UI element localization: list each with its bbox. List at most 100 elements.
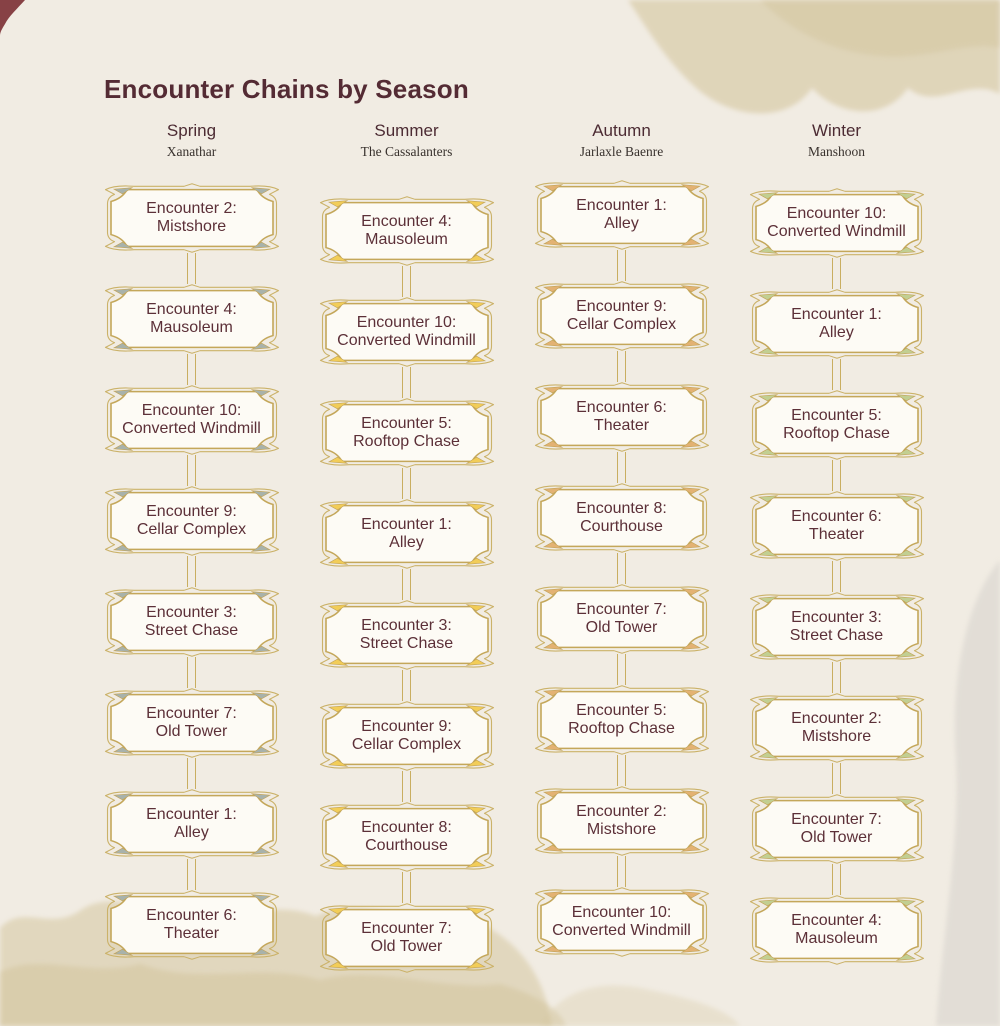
scroll-frame-ornament [104,183,279,253]
scroll-frame-ornament [319,499,494,569]
season-header: Summer The Cassalanters [361,112,453,174]
encounter-number: Encounter 5: [361,414,452,432]
corner-accent [757,697,778,705]
encounter-location: Rooftop Chase [353,433,460,450]
encounter-node: Encounter 9: Cellar Complex [533,281,711,351]
season-header: Autumn Jarlaxle Baenre [580,112,664,174]
corner-accent [465,254,486,262]
corner-accent [680,487,701,495]
corner-accent [542,790,563,798]
encounter-number: Encounter 4: [791,911,882,929]
corner-accent [112,894,133,902]
chain-connector [617,856,626,887]
chain-connector [187,253,196,284]
corner-accent [465,604,486,612]
encounter-number: Encounter 5: [576,701,667,719]
scroll-frame-ornament [534,685,709,755]
chain-connector [402,367,411,398]
corner-accent [542,743,563,751]
corner-accent [465,961,486,969]
corner-accent [757,852,778,860]
corner-accent [757,394,778,402]
corner-accent [327,860,348,868]
corner-accent [112,342,133,350]
encounter-number: Encounter 10: [356,313,457,331]
corner-accent [250,187,271,195]
corner-accent [680,844,701,852]
corner-accent [465,503,486,511]
encounter-node: Encounter 10: Converted Windmill [748,188,926,258]
corner-accent [112,187,133,195]
corner-accent [680,945,701,953]
corner-accent [680,689,701,697]
encounter-location: Street Chase [144,622,239,639]
encounter-node: Encounter 3: Street Chase [318,600,496,670]
encounter-number: Encounter 3: [361,616,452,634]
encounter-number: Encounter 9: [576,297,667,315]
scroll-frame-ornament [534,584,709,654]
corner-accent [112,241,133,249]
corner-accent [680,743,701,751]
stain-bottom-left-dark [0,964,566,1026]
season-villain: Manshoon [808,144,865,159]
chain-connector [617,250,626,281]
corner-accent [250,746,271,754]
encounter-label: Encounter 7: Old Tower [146,696,237,750]
season-header: Winter Manshoon [808,112,865,174]
corner-accent [680,588,701,596]
encounter-node: Encounter 1: Alley [533,180,711,250]
encounter-label: Encounter 1: Alley [361,507,452,561]
scroll-frame-ornament [749,491,924,561]
encounter-node: Encounter 9: Cellar Complex [103,486,281,556]
encounter-location: Mistshore [586,821,657,838]
corner-accent [895,899,916,907]
corner-accent [112,645,133,653]
corner-accent [680,184,701,192]
encounter-number: Encounter 8: [361,818,452,836]
encounter-label: Encounter 2: Mistshore [146,191,237,245]
encounter-location: Converted Windmill [552,922,691,939]
corner-accent [542,588,563,596]
encounter-label: Encounter 1: Alley [791,297,882,351]
corner-accent [757,596,778,604]
corner-accent [895,751,916,759]
corner-accent [757,293,778,301]
encounter-number: Encounter 10: [786,204,887,222]
corner-accent [327,254,348,262]
encounter-node: Encounter 2: Mistshore [748,693,926,763]
encounter-number: Encounter 4: [146,300,237,318]
chain-connector [832,864,841,895]
corner-accent [680,339,701,347]
encounter-number: Encounter 2: [146,199,237,217]
season-name: Winter [811,121,862,140]
encounter-label: Encounter 9: Cellar Complex [567,289,676,343]
corner-accent [895,650,916,658]
corner-mark-red [0,0,25,36]
encounter-label: Encounter 7: Old Tower [791,802,882,856]
encounter-chain: Encounter 4: Mausoleum Encounter 10: Con… [318,196,496,973]
corner-accent [757,192,778,200]
encounter-number: Encounter 8: [576,499,667,517]
encounter-node: Encounter 1: Alley [318,499,496,569]
encounter-node: Encounter 3: Street Chase [748,592,926,662]
scroll-frame-ornament [104,890,279,960]
corner-accent [542,541,563,549]
scroll-frame-ornament [104,789,279,859]
encounter-label: Encounter 5: Rooftop Chase [353,406,460,460]
encounter-location: Cellar Complex [136,521,247,538]
chain-connector [617,755,626,786]
chain-connector [187,657,196,688]
encounter-location: Theater [593,417,650,434]
encounter-label: Encounter 6: Theater [146,898,237,952]
chain-connector [402,771,411,802]
season-header: Spring Xanathar [167,112,216,174]
corner-accent [327,503,348,511]
page-title: Encounter Chains by Season [104,74,469,105]
encounter-node: Encounter 7: Old Tower [748,794,926,864]
encounter-number: Encounter 1: [361,515,452,533]
encounter-label: Encounter 3: Street Chase [360,608,453,662]
scroll-frame-ornament [104,688,279,758]
corner-accent [757,495,778,503]
chain-connector [832,460,841,491]
corner-accent [250,645,271,653]
